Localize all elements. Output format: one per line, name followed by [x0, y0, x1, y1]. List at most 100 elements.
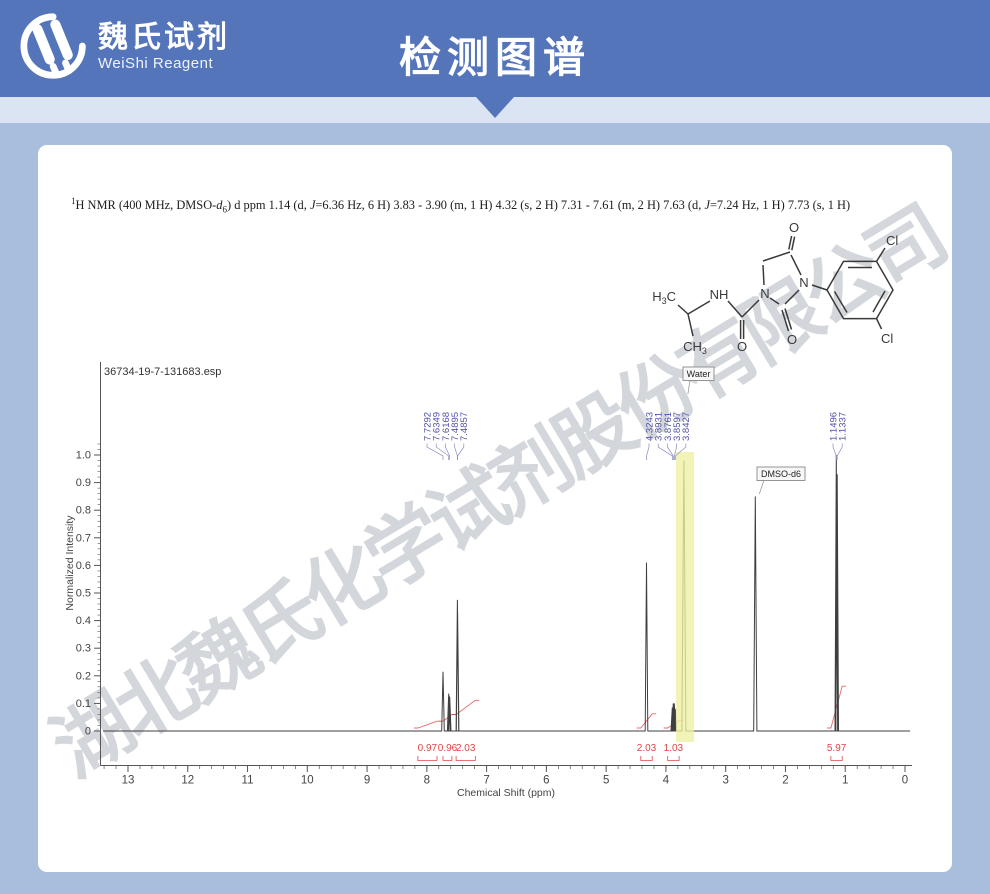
- bond: [762, 251, 791, 262]
- double-bond: [833, 291, 848, 313]
- bond: [875, 247, 886, 262]
- x-tick-label: 12: [181, 775, 194, 787]
- integral-value: 2.03: [637, 743, 657, 754]
- peak-label-connector: [667, 443, 674, 460]
- y-tick-label: 0.9: [76, 477, 91, 489]
- logo: 魏氏试剂 WeiShi Reagent: [16, 10, 230, 82]
- x-tick-label: 2: [782, 775, 788, 787]
- peak-shift-label: 3.8931: [654, 412, 665, 441]
- double-bond: [791, 236, 796, 251]
- peak-label-connector: [674, 443, 687, 460]
- header: 魏氏试剂 WeiShi Reagent 检测图谱: [0, 0, 990, 97]
- peak-shift-label: 7.6349: [432, 412, 443, 441]
- x-axis-title: Chemical Shift (ppm): [457, 787, 555, 799]
- spectrum-panel: 湖北魏氏化学试剂股份有限公司 36734-19-7-131683.esp 13 12…: [38, 145, 952, 872]
- integral-value: 1.03: [664, 743, 684, 754]
- callout-label: DMSO-d6: [761, 469, 801, 479]
- integral-bracket: [830, 756, 843, 761]
- x-tick-label: 7: [483, 775, 489, 787]
- x-tick-label: 4: [663, 775, 670, 787]
- page-title: 检测图谱: [398, 34, 591, 81]
- integral-value: 0.97: [418, 743, 438, 754]
- callout-leader: [687, 379, 691, 395]
- bond: [790, 254, 802, 276]
- y-tick-label: 0: [85, 726, 91, 738]
- y-tick-label: 0.3: [76, 643, 91, 655]
- y-tick-label: 0.5: [76, 588, 91, 600]
- atom-n3: N: [799, 275, 808, 290]
- peak-shift-label: 1.1337: [838, 412, 849, 441]
- peak-shift-label: 7.7292: [422, 412, 433, 441]
- peak-label-connector: [435, 443, 450, 460]
- integral-value: 5.97: [827, 743, 847, 754]
- peak-label-connector: [646, 443, 650, 460]
- chart-filename: 36734-19-7-131683.esp: [104, 366, 221, 378]
- peak-shift-label: 4.3243: [644, 412, 655, 441]
- nmr-assignment-text: 1H NMR (400 MHz, DMSO-d6) d ppm 1.14 (d,…: [71, 196, 851, 215]
- peak-label-connector: [832, 443, 837, 460]
- integral-bracket: [640, 756, 653, 761]
- y-tick-label: 1.0: [76, 450, 91, 462]
- atom-o-top: O: [789, 220, 799, 235]
- peak-label-connector: [673, 443, 677, 460]
- y-tick-label: 0.2: [76, 670, 91, 682]
- x-tick-label: 8: [424, 775, 430, 787]
- integral-value: 2.03: [456, 743, 476, 754]
- peak-label-connector: [445, 443, 451, 460]
- water-highlight-band: [675, 452, 694, 742]
- x-tick-label: 5: [603, 775, 609, 787]
- logo-name-cn: 魏氏试剂: [98, 20, 230, 54]
- integral-curve: [826, 685, 847, 729]
- y-tick-label: 0.8: [76, 505, 91, 517]
- spectrum-trace: [103, 454, 910, 732]
- atom-o-bottom: O: [787, 332, 797, 347]
- atom-cl-top: Cl: [886, 233, 898, 248]
- peak-shift-label: 3.8597: [672, 412, 683, 441]
- double-bond: [788, 235, 793, 250]
- bond: [811, 284, 828, 291]
- integral-value: 0.96: [438, 743, 458, 754]
- y-tick-label: 0.4: [76, 615, 91, 627]
- bond: [875, 318, 883, 330]
- peak-shift-label: 3.8761: [663, 412, 674, 441]
- peak-shift-label: 1.1496: [828, 412, 839, 441]
- x-tick-label: 0: [902, 775, 908, 787]
- logo-name-en: WeiShi Reagent: [98, 54, 214, 72]
- benzene-ring: [826, 260, 894, 320]
- peak-label-connector: [454, 443, 458, 460]
- callout-box: [756, 466, 806, 481]
- atom-nh: NH: [710, 287, 729, 302]
- integral-bracket: [455, 756, 476, 761]
- molecule-structure: H3C CH3 NH O N O N O: [652, 220, 898, 356]
- peak-label-connector: [457, 443, 465, 460]
- bond: [784, 289, 800, 305]
- x-tick-label: 9: [364, 775, 370, 787]
- x-tick-label: 13: [122, 775, 135, 787]
- atom-ch3: CH3: [683, 339, 707, 356]
- double-bond: [781, 309, 790, 332]
- callout-label: Water: [687, 369, 711, 379]
- y-axis-title: Normalized Intensity: [64, 515, 76, 611]
- logo-text: 魏氏试剂 WeiShi Reagent: [98, 21, 230, 72]
- double-bond: [784, 308, 793, 330]
- atom-h3c: H3C: [652, 289, 676, 306]
- y-tick-label: 0.7: [76, 532, 91, 544]
- y-tick-label: 0.1: [76, 698, 91, 710]
- bond: [762, 264, 765, 286]
- peak-label-connector: [657, 443, 673, 460]
- peak-shift-label: 7.4857: [459, 412, 470, 441]
- bond: [741, 299, 760, 318]
- x-tick-label: 11: [242, 775, 254, 787]
- atom-o-amide: O: [737, 339, 747, 354]
- y-tick-label: 0.6: [76, 560, 91, 572]
- nmr-sup: 1: [71, 196, 76, 206]
- weishi-logo-icon: [20, 13, 86, 79]
- callout-leader: [758, 479, 765, 495]
- atom-cl-bottom: Cl: [881, 331, 893, 346]
- atom-n1: N: [760, 286, 769, 301]
- integral-bracket: [417, 756, 438, 761]
- x-tick-label: 6: [543, 775, 549, 787]
- integral-curve: [413, 720, 441, 729]
- x-tick-label: 10: [301, 775, 314, 787]
